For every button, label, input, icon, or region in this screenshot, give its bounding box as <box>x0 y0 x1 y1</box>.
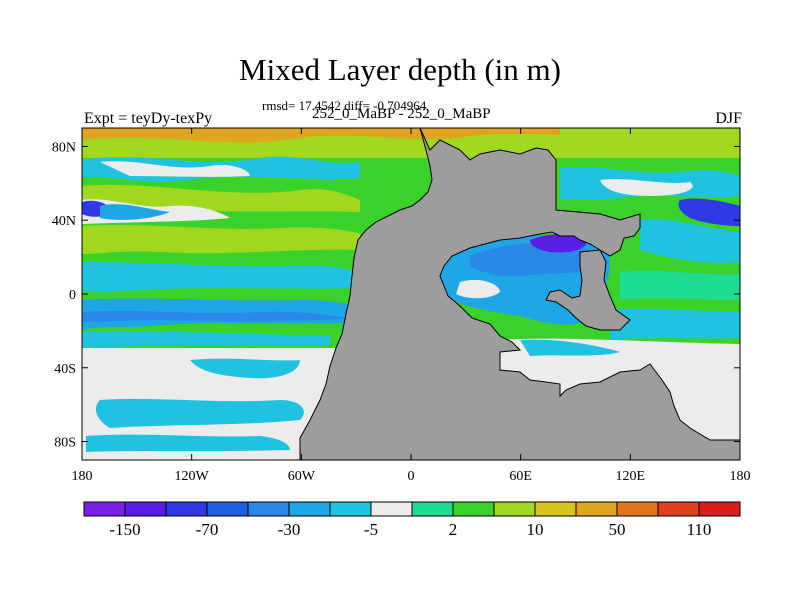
colorbar-label: -5 <box>364 520 378 539</box>
colorbar-box <box>575 501 618 517</box>
field-blob-south-cyan <box>190 358 300 379</box>
x-tick-label: 120W <box>175 469 210 484</box>
colorbar-box <box>83 501 126 517</box>
field-band-equator-south <box>82 331 330 348</box>
experiment-label: Expt = teyDy-texPy <box>84 110 213 127</box>
y-tick-label: 40N <box>52 214 76 229</box>
field-east-south-cyan <box>520 339 620 356</box>
field-band-subtropic <box>82 225 360 254</box>
y-tick-label: 80S <box>54 436 76 451</box>
colorbar-label: -30 <box>278 520 301 539</box>
colorbar-label: 2 <box>449 520 458 539</box>
experiment-subtitle: 252_0_MaBP - 252_0_MaBP <box>312 106 491 122</box>
field-basin-white <box>456 279 500 299</box>
field-east-arctic <box>560 128 740 150</box>
y-tick-label: 40S <box>54 362 76 377</box>
colorbar-box <box>124 501 167 517</box>
field-east-green <box>620 270 740 300</box>
field-east-midlat <box>640 219 740 263</box>
stats-label: rmsd= 17.4542 diff= -0.704964 <box>262 98 427 113</box>
colorbar-box <box>616 501 659 517</box>
field-band-midlat-blue <box>100 204 170 220</box>
y-tick-label: 80N <box>52 140 76 155</box>
field-band-south-polar <box>86 434 290 452</box>
field-band-equator-north <box>82 262 360 292</box>
colorbar-box <box>206 501 249 517</box>
field-basin-purple <box>530 234 588 253</box>
land-west <box>299 128 740 460</box>
field-band-equator-core <box>82 310 350 322</box>
colorbar-box <box>657 501 700 517</box>
colorbar-box <box>411 501 454 517</box>
colorbar-box <box>452 501 495 517</box>
y-axis: 80N 40N 0 40S 80S <box>52 140 740 451</box>
y-tick-label: 0 <box>69 288 76 303</box>
field-east-blue <box>678 198 740 226</box>
x-tick-label: 0 <box>408 469 415 484</box>
colorbar-label: 10 <box>527 520 544 539</box>
colorbar-label: -150 <box>109 520 140 539</box>
colorbar-label: 110 <box>687 520 712 539</box>
x-tick-label: 60W <box>288 469 316 484</box>
x-axis: 180 120W 60W 0 60E 120E 180 <box>72 128 751 484</box>
field-band-midlat <box>82 184 360 212</box>
land-peninsula <box>545 249 631 331</box>
field-east-white <box>600 179 693 196</box>
colorbar-box <box>165 501 208 517</box>
x-tick-label: 60E <box>509 469 532 484</box>
colorbar-box <box>698 501 741 517</box>
x-tick-label: 120E <box>616 469 646 484</box>
colorbar-box <box>370 501 413 517</box>
field-band-south-cyan <box>95 398 304 428</box>
x-tick-label: 180 <box>72 469 93 484</box>
x-tick-label: 180 <box>730 469 751 484</box>
colorbar-label: -70 <box>196 520 219 539</box>
colorbar: -150 -70 -30 -5 2 10 50 110 <box>83 501 741 539</box>
colorbar-box <box>247 501 290 517</box>
colorbar-box <box>534 501 577 517</box>
colorbar-box <box>493 501 536 517</box>
colorbar-box <box>288 501 331 517</box>
colorbar-label: 50 <box>609 520 626 539</box>
season-label: DJF <box>715 110 742 127</box>
field-east-equator <box>610 308 740 340</box>
field-band-north-white <box>100 161 250 177</box>
map-field <box>82 128 740 460</box>
plot-title: Mixed Layer depth (in m) <box>239 52 561 87</box>
colorbar-box <box>329 501 372 517</box>
